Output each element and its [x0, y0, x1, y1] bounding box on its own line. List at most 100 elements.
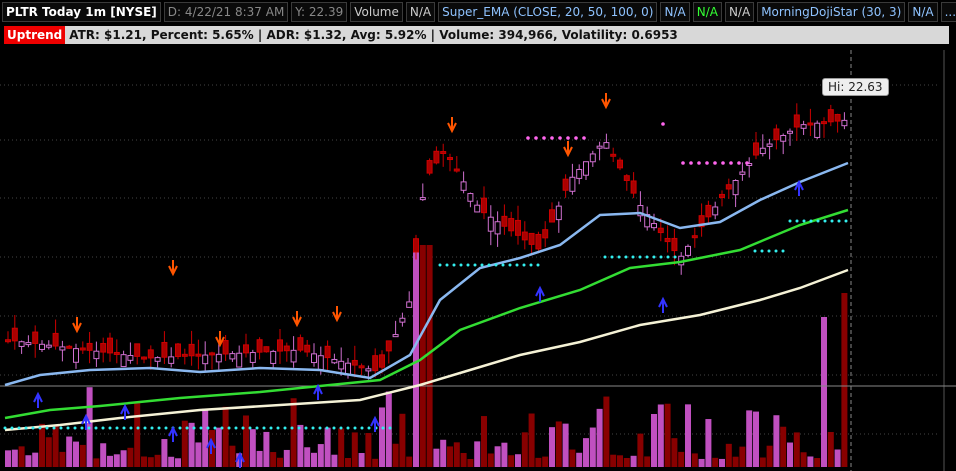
candle — [222, 340, 229, 355]
candle — [569, 176, 576, 192]
volume-bar — [168, 456, 175, 467]
candle — [576, 168, 583, 179]
high-bubble: Hi: 22.63 — [822, 78, 889, 96]
candle — [827, 109, 834, 123]
dot — [617, 255, 621, 259]
dot — [459, 263, 463, 267]
candle — [358, 365, 365, 369]
header-item[interactable]: Super_EMA (CLOSE, 20, 50, 100, 0) — [438, 2, 658, 22]
candle — [59, 346, 66, 351]
dot — [659, 255, 663, 259]
header-item[interactable]: Y: 22.39 — [291, 2, 348, 22]
trend-badge: Uptrend — [4, 26, 66, 44]
header-item[interactable]: N/A — [724, 2, 755, 22]
header: PLTR Today 1m [NYSE] D: 4/22/21 8:37 AM Y:… — [2, 2, 956, 22]
dot — [101, 426, 105, 430]
volume-bar — [644, 456, 651, 467]
dot — [241, 426, 245, 430]
candle — [705, 204, 712, 218]
header-item[interactable]: PLTR Today 1m [NYSE] — [2, 2, 161, 22]
candle — [297, 337, 304, 351]
volume-bar — [467, 458, 474, 467]
header-item[interactable]: N/A — [660, 2, 690, 22]
candle — [249, 352, 256, 363]
header-item[interactable]: N/A — [692, 2, 722, 22]
volume-bar — [351, 432, 358, 467]
volume-bar — [821, 317, 827, 467]
dot — [473, 263, 477, 267]
candle — [73, 348, 79, 363]
header-item[interactable]: D: 4/22/21 8:37 AM — [163, 2, 289, 22]
volume-bar — [746, 410, 753, 467]
candle — [657, 227, 664, 234]
dot — [73, 426, 77, 430]
candle — [229, 353, 236, 360]
dot — [115, 426, 119, 430]
down-arrow — [563, 141, 573, 158]
volume-bar — [712, 457, 719, 467]
dot — [388, 426, 392, 430]
header-item[interactable]: ... — [940, 2, 956, 22]
volume-bar — [5, 450, 11, 467]
dot — [346, 426, 350, 430]
candle — [685, 245, 691, 256]
candle — [236, 352, 243, 368]
volume-bar — [311, 452, 317, 467]
volume-bar — [202, 408, 209, 467]
candle — [637, 205, 644, 217]
candle — [120, 354, 127, 368]
volume-bar — [304, 447, 311, 467]
candle — [433, 150, 440, 164]
dot — [830, 219, 834, 223]
dot — [774, 249, 778, 253]
volume-bar — [283, 449, 290, 467]
volume-bar — [508, 455, 515, 467]
volume-bar — [181, 420, 188, 467]
candle — [426, 160, 433, 174]
volume-bar — [623, 458, 630, 467]
up-arrow — [535, 285, 545, 302]
header-item[interactable]: N/A — [405, 2, 436, 22]
candle — [331, 358, 338, 364]
candle — [623, 175, 630, 181]
candle — [773, 128, 780, 141]
volume-bar — [705, 419, 712, 467]
dot — [290, 426, 294, 430]
volume-bar — [719, 458, 725, 467]
dot — [304, 426, 308, 430]
dot — [94, 426, 98, 430]
volume-bar — [787, 442, 793, 467]
volume-bar — [45, 437, 52, 467]
dot — [816, 219, 820, 223]
dot — [721, 161, 725, 165]
up-arrow — [794, 179, 804, 196]
candle — [161, 341, 168, 358]
candle — [555, 205, 562, 221]
dot — [534, 136, 538, 140]
header-item[interactable]: MorningDojiStar (30, 3) — [757, 2, 906, 22]
dot — [10, 426, 14, 430]
dot — [38, 426, 42, 430]
header-item[interactable]: Volume — [350, 2, 403, 22]
volume-bar — [447, 446, 453, 467]
candle — [535, 233, 542, 250]
dot — [501, 263, 505, 267]
header-item[interactable]: N/A — [908, 2, 938, 22]
dot — [178, 426, 182, 430]
candle — [107, 337, 113, 354]
up-arrow — [370, 415, 380, 432]
candle — [739, 171, 746, 175]
candle — [311, 353, 317, 364]
dot — [566, 136, 570, 140]
dot — [192, 426, 196, 430]
dot — [645, 255, 649, 259]
candle — [787, 130, 793, 134]
volume-bar — [494, 446, 501, 467]
dot — [809, 219, 813, 223]
up-arrow — [168, 425, 178, 442]
candle — [365, 368, 372, 372]
candle — [753, 142, 759, 156]
dot — [508, 263, 512, 267]
dot — [297, 426, 301, 430]
candle — [467, 193, 474, 202]
